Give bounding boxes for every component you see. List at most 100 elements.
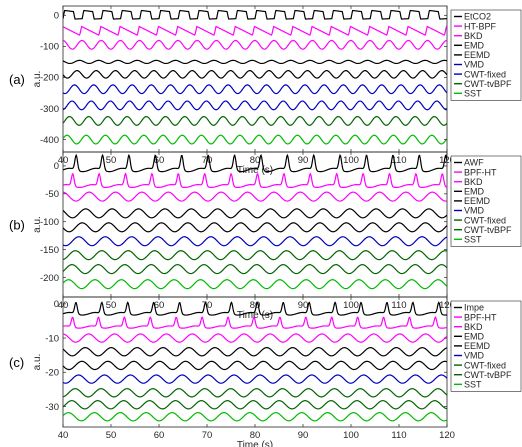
legend-entry: EEMD [464, 341, 491, 351]
legend-entry: EEMD [464, 50, 491, 60]
series-line-bkd [63, 191, 447, 202]
legend-entry: AWF [464, 158, 484, 168]
series-line-cwt-tvbpf [63, 400, 447, 410]
y-tick-label: -150 [40, 245, 59, 256]
series-line-vmd [63, 374, 447, 384]
series-line-impe [63, 301, 447, 316]
legend-entry: SST [464, 235, 482, 245]
x-tick-label: 110 [391, 300, 406, 311]
legend-entry: EEMD [464, 196, 491, 206]
x-tick-label: 50 [106, 155, 117, 166]
legend: ImpeBPF-HTBKDEMDEEMDVMDCWT-fixedCWT-tvBP… [450, 300, 522, 392]
legend-entry: SST [464, 380, 482, 390]
series-line-bkd [63, 333, 447, 343]
legend-entry: VMD [464, 351, 485, 361]
plot-frame [62, 5, 448, 153]
panel-label: (a) [9, 72, 25, 87]
x-tick-label: 90 [298, 430, 309, 441]
legend-entry: BPF-HT [464, 167, 497, 177]
y-tick-label: -30 [45, 402, 59, 413]
y-tick-label: -50 [45, 189, 59, 200]
series-line-eemd [63, 70, 447, 79]
series-line-eemd [63, 222, 447, 233]
series-line-emd [63, 208, 447, 219]
series-line-sst [63, 412, 447, 422]
x-tick-label: 50 [106, 430, 117, 441]
x-tick-label: 80 [250, 300, 261, 311]
y-axis-label: a.u. [32, 71, 43, 88]
y-tick-label: -200 [40, 273, 59, 284]
x-tick-label: 60 [154, 300, 165, 311]
x-tick-label: 70 [202, 430, 213, 441]
x-tick-label: 90 [298, 155, 309, 166]
series-line-vmd [63, 236, 447, 247]
series-line-awf [63, 153, 447, 173]
series-line-sst [63, 134, 447, 145]
series-line-emd [63, 59, 447, 65]
legend-entry: VMD [464, 206, 485, 216]
y-axis-label: a.u. [32, 354, 43, 371]
panel-1: 40 50 60 70 80 90 100 110 1200-100-200-300-400Ti… [9, 5, 522, 176]
y-tick-label: -100 [40, 42, 59, 53]
legend-entry: EMD [464, 41, 485, 51]
series-line-etco2 [63, 9, 447, 20]
x-tick-label: 110 [391, 155, 406, 166]
legend: AWFBPF-HTBKDEMDEEMDVMDCWT-fixedCWT-tvBPF… [450, 155, 522, 247]
x-tick-label: 50 [106, 300, 117, 311]
y-tick-label: -200 [40, 73, 59, 84]
y-tick-label: 0 [54, 299, 59, 310]
y-tick-label: -10 [45, 333, 59, 344]
x-tick-label: 100 [343, 155, 359, 166]
series-line-cwt-fixed [63, 100, 447, 111]
legend-entry: CWT-tvBPF [464, 225, 512, 235]
x-tick-label: 110 [391, 430, 406, 441]
legend-entry: BPF-HT [464, 312, 497, 322]
x-tick-label: 120 [439, 430, 455, 441]
series-line-emd [63, 347, 447, 357]
legend-entry: CWT-fixed [464, 360, 506, 370]
series-line-cwt-fixed [63, 388, 447, 398]
legend-entry: SST [464, 89, 482, 99]
y-tick-label: -20 [45, 368, 59, 379]
x-tick-label: 80 [250, 430, 261, 441]
series-line-eemd [63, 360, 447, 371]
x-axis-label: Time (s) [237, 440, 273, 447]
x-axis-label: Time (s) [237, 310, 273, 321]
legend-entry: CWT-fixed [464, 69, 506, 79]
panel-label: (b) [9, 218, 25, 233]
legend-entry: CWT-tvBPF [464, 79, 512, 89]
series-line-bpf-ht [63, 172, 447, 189]
series-line-cwt-tvbpf [63, 264, 447, 275]
legend-entry: EtCO2 [464, 12, 491, 22]
legend-entry: CWT-fixed [464, 215, 506, 225]
series-line-ht-bpf [63, 25, 447, 36]
panel-label: (c) [9, 355, 24, 370]
x-tick-label: 90 [298, 300, 309, 311]
legend: EtCO2HT-BPFBKDEMDEEMDVMDCWT-fixedCWT-tvB… [450, 9, 522, 101]
series-line-cwt-tvbpf [63, 115, 447, 126]
x-tick-label: 100 [343, 430, 359, 441]
legend-entry: VMD [464, 60, 485, 70]
y-tick-label: -400 [40, 135, 59, 146]
y-axis-label: a.u. [32, 216, 43, 233]
y-tick-label: 0 [54, 161, 59, 172]
legend-entry: BKD [464, 177, 483, 187]
x-axis-label: Time (s) [237, 165, 273, 176]
legend-entry: BKD [464, 322, 483, 332]
y-tick-label: -300 [40, 104, 59, 115]
legend-entry: Impe [464, 303, 484, 313]
series-line-cwt-fixed [63, 250, 447, 261]
series-line-sst [63, 279, 447, 290]
legend-entry: CWT-tvBPF [464, 370, 512, 380]
x-tick-label: 60 [154, 155, 165, 166]
legend-entry: HT-BPF [464, 21, 497, 31]
legend-entry: EMD [464, 332, 485, 342]
y-tick-label: 0 [54, 11, 59, 22]
panel-3: 40 50 60 70 80 90 100 110 120 0 -10 -20 -30 Time (s) a… [9, 296, 522, 447]
x-tick-label: 80 [250, 155, 261, 166]
legend-entry: BKD [464, 31, 483, 41]
legend-entry: EMD [464, 187, 485, 197]
x-tick-label: 60 [154, 430, 165, 441]
x-tick-label: 40 [58, 430, 69, 441]
